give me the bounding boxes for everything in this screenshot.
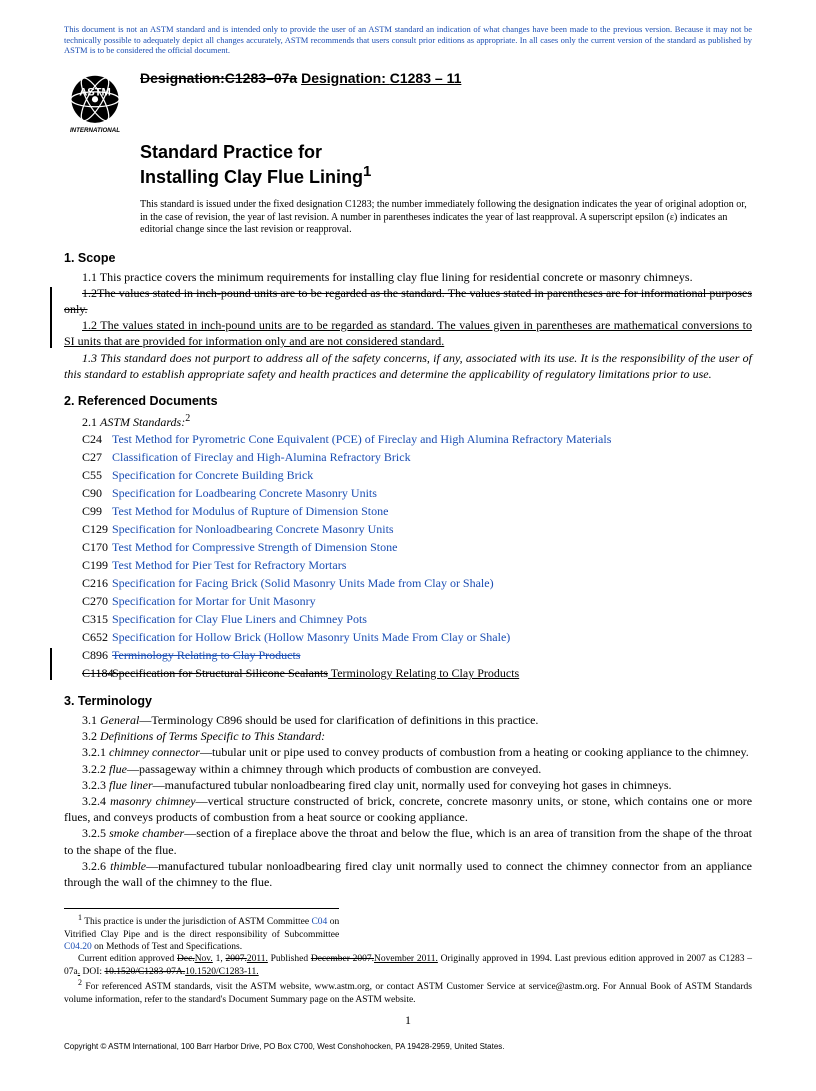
reference-row: C170Test Method for Compressive Strength… <box>64 538 752 556</box>
svg-text:ASTM: ASTM <box>79 86 111 98</box>
change-bar <box>50 287 52 348</box>
header-text: Designation:C1283–07a Designation: C1283… <box>140 70 752 98</box>
para-1-1: 1.1 This practice covers the minimum req… <box>64 269 752 285</box>
astm-logo: ASTM INTERNATIONAL <box>64 72 126 134</box>
footnote-2: 2 For referenced ASTM standards, visit t… <box>64 978 752 1006</box>
designation-line: Designation:C1283–07a Designation: C1283… <box>140 70 752 86</box>
ref-link[interactable]: Specification for Nonloadbearing Concret… <box>112 520 394 538</box>
footnote-1-line2: Current edition approved Dec.Nov. 1, 200… <box>64 953 752 978</box>
reference-row: C216Specification for Facing Brick (Soli… <box>64 574 752 592</box>
ref-link[interactable]: Specification for Clay Flue Liners and C… <box>112 610 367 628</box>
change-bar <box>50 648 52 680</box>
footnotes-cont: Current edition approved Dec.Nov. 1, 200… <box>64 953 752 1006</box>
definition: 3.2.4 masonry chimney—vertical structure… <box>64 793 752 825</box>
ref-link[interactable]: Test Method for Compressive Strength of … <box>112 538 397 556</box>
ref-code: C652 <box>64 628 112 646</box>
ref-code: C90 <box>64 484 112 502</box>
reference-list: C24Test Method for Pyrometric Cone Equiv… <box>64 430 752 646</box>
reference-row: C315Specification for Clay Flue Liners a… <box>64 610 752 628</box>
ref-code: C99 <box>64 502 112 520</box>
reference-row: C24Test Method for Pyrometric Cone Equiv… <box>64 430 752 448</box>
definition: 3.2.2 flue—passageway within a chimney t… <box>64 761 752 777</box>
page-number: 1 <box>0 1013 816 1028</box>
definition: 3.2.5 smoke chamber—section of a firepla… <box>64 825 752 857</box>
ref-link[interactable]: Specification for Concrete Building Bric… <box>112 466 313 484</box>
para-1-2-old: 1.2The values stated in inch-pound units… <box>64 285 752 317</box>
ref-link[interactable]: Terminology Relating to Clay Products <box>112 646 300 664</box>
ref-link[interactable]: Specification for Facing Brick (Solid Ma… <box>112 574 494 592</box>
para-1-3: 1.3 This standard does not purport to ad… <box>64 350 752 382</box>
definition: 3.2.6 thimble—manufactured tubular nonlo… <box>64 858 752 890</box>
reference-row: C199Test Method for Pier Test for Refrac… <box>64 556 752 574</box>
ref-link[interactable]: Classification of Fireclay and High-Alum… <box>112 448 411 466</box>
page: This document is not an ASTM standard an… <box>0 0 816 1091</box>
reference-row: C27Classification of Fireclay and High-A… <box>64 448 752 466</box>
para-3-1: 3.1 General—Terminology C896 should be u… <box>64 712 752 728</box>
reference-row: C652Specification for Hollow Brick (Holl… <box>64 628 752 646</box>
section-2-head: 2. Referenced Documents <box>64 394 752 408</box>
disclaimer-text: This document is not an ASTM standard an… <box>64 24 752 56</box>
reference-row: C99Test Method for Modulus of Rupture of… <box>64 502 752 520</box>
reference-row: C129Specification for Nonloadbearing Con… <box>64 520 752 538</box>
definition: 3.2.1 chimney connector—tubular unit or … <box>64 744 752 760</box>
ref-code: C24 <box>64 430 112 448</box>
ref-link[interactable]: Specification for Hollow Brick (Hollow M… <box>112 628 510 646</box>
ref-code: C315 <box>64 610 112 628</box>
ref-link[interactable]: Specification for Mortar for Unit Masonr… <box>112 592 316 610</box>
section-1-head: 1. Scope <box>64 251 752 265</box>
reference-row: C55Specification for Concrete Building B… <box>64 466 752 484</box>
standard-title: Standard Practice for Installing Clay Fl… <box>140 142 752 189</box>
ref-code: C170 <box>64 538 112 556</box>
footnote-1: 1 This practice is under the jurisdictio… <box>64 913 339 953</box>
reference-row: C90Specification for Loadbearing Concret… <box>64 484 752 502</box>
svg-text:INTERNATIONAL: INTERNATIONAL <box>70 127 120 134</box>
para-3-2: 3.2 Definitions of Terms Specific to Thi… <box>64 728 752 744</box>
ref-code: C270 <box>64 592 112 610</box>
para-1-2-new: 1.2 The values stated in inch-pound unit… <box>64 317 752 349</box>
section-3-head: 3. Terminology <box>64 694 752 708</box>
ref-c896: C896 Terminology Relating to Clay Produc… <box>64 646 752 664</box>
ref-code: C199 <box>64 556 112 574</box>
ref-code: C27 <box>64 448 112 466</box>
committee-link[interactable]: C04 <box>311 917 327 927</box>
issuance-note: This standard is issued under the fixed … <box>140 199 752 237</box>
ref-c1184: C1184 Specification for Structural Silic… <box>64 664 752 682</box>
ref-link[interactable]: Test Method for Modulus of Rupture of Di… <box>112 502 388 520</box>
ref-link[interactable]: Test Method for Pyrometric Cone Equivale… <box>112 430 611 448</box>
definition: 3.2.3 flue liner—manufactured tubular no… <box>64 777 752 793</box>
ref-code: C216 <box>64 574 112 592</box>
copyright-text: Copyright © ASTM International, 100 Barr… <box>64 1042 752 1051</box>
reference-row: C270Specification for Mortar for Unit Ma… <box>64 592 752 610</box>
header: ASTM INTERNATIONAL Designation:C1283–07a… <box>64 70 752 134</box>
subcommittee-link[interactable]: C04.20 <box>64 942 92 952</box>
para-2-1: 2.1 ASTM Standards:2 <box>64 412 752 430</box>
ref-code: C55 <box>64 466 112 484</box>
footnotes: 1 This practice is under the jurisdictio… <box>64 908 339 953</box>
definitions: 3.2.1 chimney connector—tubular unit or … <box>64 744 752 890</box>
ref-code: C129 <box>64 520 112 538</box>
ref-link[interactable]: Test Method for Pier Test for Refractory… <box>112 556 346 574</box>
ref-link[interactable]: Specification for Loadbearing Concrete M… <box>112 484 377 502</box>
ref-link[interactable]: Specification for Structural Silicone Se… <box>112 666 328 680</box>
